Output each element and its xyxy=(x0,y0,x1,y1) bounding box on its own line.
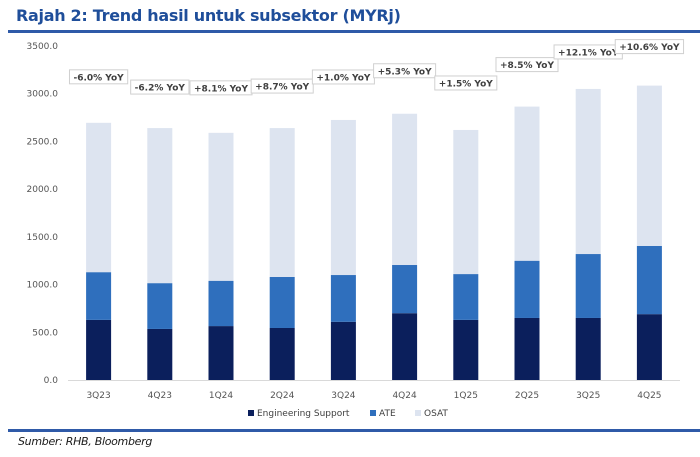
bar-ate-2q24 xyxy=(269,276,295,328)
y-tick-label: 0.0 xyxy=(44,376,59,386)
yoy-annotations: -6.0% YoY -6.2% YoY +8.1% YoY +8.7% YoY +1.0… xyxy=(68,39,685,96)
bar-ate-3q24 xyxy=(330,275,356,322)
yoy-label-text: +12.1% YoY xyxy=(558,48,619,58)
x-tick-label: 2Q25 xyxy=(515,391,539,401)
bar-osat-4q23 xyxy=(147,128,173,284)
bar-ate-4q25 xyxy=(636,245,662,315)
bar-osat-3q23 xyxy=(86,122,112,273)
x-tick-label: 3Q23 xyxy=(86,391,110,401)
bar-engineering-support-1q25 xyxy=(453,319,479,380)
bar-osat-1q25 xyxy=(453,129,479,275)
y-tick-label: 3000.0 xyxy=(27,90,59,100)
bar-ate-1q25 xyxy=(453,274,479,320)
bar-osat-4q25 xyxy=(636,85,662,246)
yoy-label-box xyxy=(614,39,685,55)
yoy-label-text: +1.5% YoY xyxy=(439,79,494,89)
chart-title: Rajah 2: Trend hasil untuk subsektor (MY… xyxy=(16,6,401,25)
y-tick-label: 500.0 xyxy=(32,328,58,338)
bar-ate-4q24 xyxy=(392,265,418,314)
bar-engineering-support-4q24 xyxy=(392,313,418,380)
bar-osat-2q25 xyxy=(514,106,540,261)
legend-label-engineering-support: Engineering Support xyxy=(257,409,350,419)
bars xyxy=(86,85,662,380)
yoy-label: +5.3% YoY xyxy=(373,63,437,79)
bar-osat-3q24 xyxy=(330,119,356,276)
yoy-label-text: +8.5% YoY xyxy=(500,61,555,71)
legend-label-osat: OSAT xyxy=(424,409,448,419)
bar-ate-1q24 xyxy=(208,280,234,327)
yoy-label: -6.2% YoY xyxy=(130,79,190,95)
yoy-label-box xyxy=(68,69,129,85)
bar-engineering-support-4q23 xyxy=(147,328,173,380)
title-divider xyxy=(8,30,700,33)
x-tick-label: 4Q25 xyxy=(637,391,661,401)
x-tick-label: 2Q24 xyxy=(270,391,295,401)
legend-swatch-ate xyxy=(370,410,376,416)
x-tick-label: 4Q23 xyxy=(148,391,172,401)
yoy-label-text: +8.7% YoY xyxy=(255,83,310,93)
bar-engineering-support-1q24 xyxy=(208,326,234,380)
bar-ate-4q23 xyxy=(147,283,173,329)
bar-engineering-support-3q25 xyxy=(575,317,601,380)
yoy-label: -6.0% YoY xyxy=(68,69,129,85)
yoy-label-box xyxy=(130,79,190,95)
bar-engineering-support-3q24 xyxy=(330,321,356,380)
legend-swatch-engineering-support xyxy=(248,410,254,416)
y-tick-label: 1000.0 xyxy=(27,281,59,291)
bar-osat-3q25 xyxy=(575,88,601,255)
bar-ate-3q23 xyxy=(86,272,112,320)
yoy-label-box xyxy=(434,75,498,91)
bar-osat-4q24 xyxy=(392,113,418,266)
yoy-label-text: +5.3% YoY xyxy=(378,67,433,77)
yoy-label: +8.7% YoY xyxy=(250,78,314,94)
yoy-label: +8.5% YoY xyxy=(495,57,559,73)
bar-osat-2q24 xyxy=(269,128,295,277)
x-tick-label: 3Q25 xyxy=(576,391,600,401)
yoy-label: +1.0% YoY xyxy=(311,69,375,85)
yoy-label-text: +8.1% YoY xyxy=(194,84,249,94)
y-tick-label: 2000.0 xyxy=(27,185,59,195)
y-axis: 0.0 500.0 1000.0 1500.0 2000.0 2500.0 3000.0 35… xyxy=(27,42,59,386)
y-tick-label: 1500.0 xyxy=(27,233,59,243)
yoy-label-box xyxy=(495,57,559,73)
bar-engineering-support-3q23 xyxy=(86,319,112,380)
legend: Engineering Support ATE OSAT xyxy=(248,409,448,419)
yoy-label: +12.1% YoY xyxy=(553,44,623,60)
bar-engineering-support-2q25 xyxy=(514,317,540,380)
yoy-label: +10.6% YoY xyxy=(614,39,685,55)
x-tick-label: 4Q24 xyxy=(392,391,417,401)
bar-engineering-support-4q25 xyxy=(636,314,662,380)
bar-ate-3q25 xyxy=(575,254,601,318)
yoy-label-text: +10.6% YoY xyxy=(619,43,680,53)
yoy-label-box xyxy=(250,78,314,94)
yoy-label: +1.5% YoY xyxy=(434,75,498,91)
yoy-label-box xyxy=(373,63,437,79)
footer-divider xyxy=(8,429,700,432)
yoy-label: +8.1% YoY xyxy=(189,80,253,96)
y-tick-label: 2500.0 xyxy=(27,137,59,147)
legend-label-ate: ATE xyxy=(379,409,396,419)
x-tick-label: 1Q24 xyxy=(209,391,234,401)
source-note: Sumber: RHB, Bloomberg xyxy=(18,435,153,448)
bar-ate-2q25 xyxy=(514,260,540,318)
bar-engineering-support-2q24 xyxy=(269,327,295,380)
y-tick-label: 3500.0 xyxy=(27,42,59,52)
bar-osat-1q24 xyxy=(208,132,234,281)
yoy-label-text: +1.0% YoY xyxy=(316,73,371,83)
legend-swatch-osat xyxy=(415,410,421,416)
x-tick-label: 3Q24 xyxy=(331,391,356,401)
x-axis: 3Q23 4Q23 1Q24 2Q24 3Q24 4Q24 1Q25 2Q25 3Q25 4Q25 xyxy=(86,391,661,401)
yoy-label-text: -6.2% YoY xyxy=(135,84,186,94)
yoy-label-text: -6.0% YoY xyxy=(73,73,124,83)
x-tick-label: 1Q25 xyxy=(454,391,478,401)
